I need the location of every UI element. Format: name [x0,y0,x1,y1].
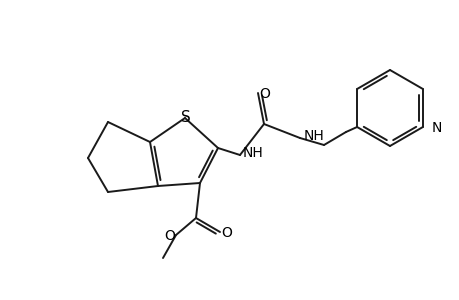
Text: NH: NH [242,146,263,160]
Text: N: N [431,121,441,135]
Text: NH: NH [303,129,324,143]
Text: O: O [221,226,232,240]
Text: O: O [259,87,270,101]
Text: S: S [181,110,190,124]
Text: O: O [164,229,175,243]
